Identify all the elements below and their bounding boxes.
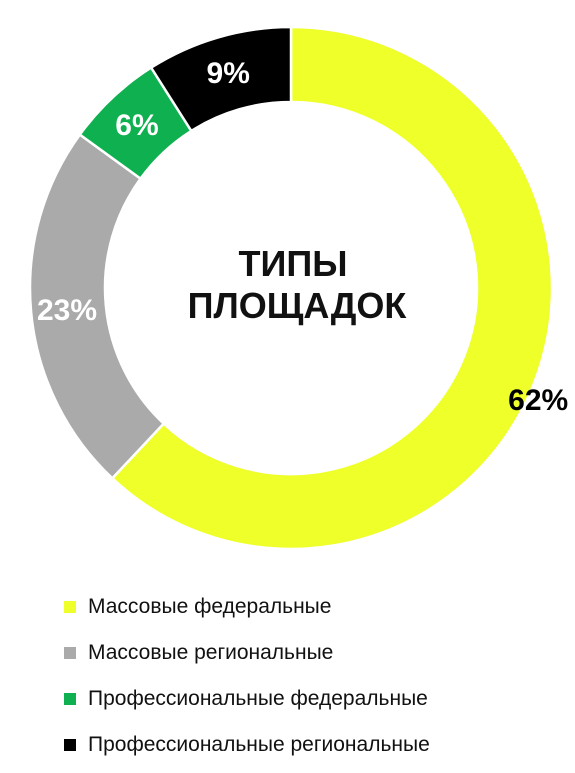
legend-swatch: [64, 739, 76, 751]
legend-label: Профессиональные федеральные: [88, 687, 428, 710]
legend-label: Профессиональные региональные: [88, 733, 430, 756]
legend-item: Профессиональные федеральные: [64, 676, 430, 722]
chart-value-labels: 62% 23% 6% 9%: [37, 57, 568, 417]
chart-legend: Массовые федеральные Массовые региональн…: [64, 584, 430, 768]
chart-title-line-2: ПЛОЩАДОК: [188, 285, 408, 326]
legend-item: Массовые региональные: [64, 630, 430, 676]
slice-2: [28, 132, 166, 481]
slice-4: [149, 25, 293, 133]
value-label-1: 62%: [508, 384, 568, 417]
legend-swatch: [64, 693, 76, 705]
chart-title-line-1: ТИПЫ: [239, 243, 348, 284]
slice-1: [110, 25, 554, 551]
value-label-4: 9%: [207, 57, 250, 90]
legend-swatch: [64, 647, 76, 659]
chart-slices: [28, 25, 554, 551]
legend-label: Массовые федеральные: [88, 595, 332, 618]
legend-swatch: [64, 601, 76, 613]
value-label-2: 23%: [37, 294, 97, 327]
value-label-3: 6%: [115, 109, 158, 142]
legend-label: Массовые региональные: [88, 641, 334, 664]
donut-chart: 62% 23% 6% 9% ТИПЫ ПЛОЩАДОК: [28, 25, 568, 551]
legend-item: Массовые федеральные: [64, 584, 430, 630]
legend-item: Профессиональные региональные: [64, 722, 430, 768]
